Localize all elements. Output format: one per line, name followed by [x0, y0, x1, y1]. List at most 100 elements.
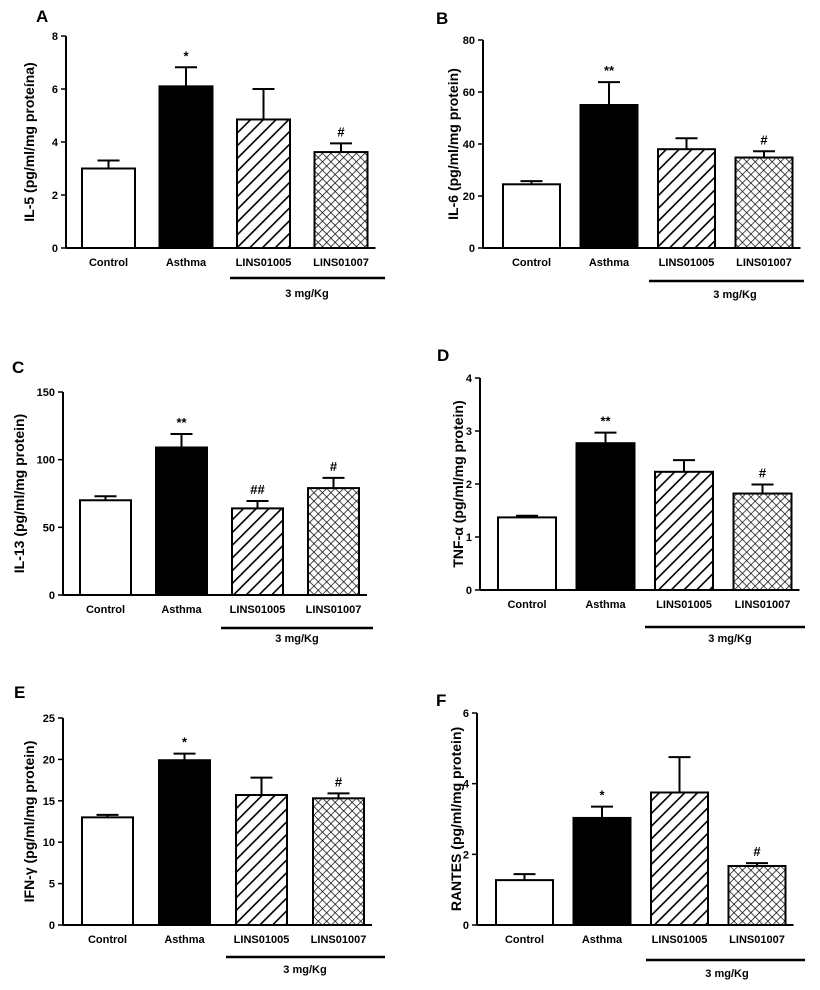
- y-tick-label: 0: [52, 243, 58, 255]
- y-tick-label: 0: [49, 920, 55, 932]
- bar-control: [81, 816, 134, 926]
- chart-panel-c: C 0 50 100 150 IL-13 (pg/ml/mg protein) Contro…: [11, 358, 373, 645]
- bar-control: [81, 167, 136, 249]
- significance-marker: #: [335, 774, 343, 789]
- category-label: LINS01007: [736, 257, 792, 269]
- category-label: Control: [89, 257, 128, 269]
- group-label: 3 mg/Kg: [285, 288, 328, 300]
- category-label: LINS01007: [729, 934, 785, 946]
- y-tick-label: 25: [43, 713, 55, 725]
- significance-marker: *: [599, 788, 605, 803]
- y-tick-label: 100: [37, 455, 55, 467]
- y-tick-label: 0: [49, 590, 55, 602]
- panel-letter: E: [14, 683, 25, 702]
- category-label: LINS01005: [656, 599, 712, 611]
- bar-lins01005: [654, 470, 714, 591]
- y-tick-label: 3: [466, 426, 472, 438]
- bar-lins01007: [307, 487, 360, 596]
- bar-asthma: [579, 104, 639, 249]
- panel-letter: D: [437, 346, 449, 365]
- category-label: Control: [505, 934, 544, 946]
- group-label: 3 mg/Kg: [283, 964, 326, 976]
- bar-asthma: [575, 442, 636, 591]
- y-axis-label: IL-6 (pg/ml/mg protein): [445, 68, 461, 220]
- y-tick-label: 4: [463, 779, 470, 791]
- significance-marker: **: [600, 414, 611, 429]
- bar-lins01007: [727, 864, 787, 927]
- y-tick-label: 1: [466, 532, 472, 544]
- significance-marker: **: [176, 415, 187, 430]
- y-tick-label: 60: [463, 87, 475, 99]
- bar-control: [497, 516, 557, 592]
- significance-marker: #: [760, 132, 768, 147]
- significance-marker: ##: [250, 482, 265, 497]
- bar-lins01007: [313, 151, 369, 250]
- panel-letter: A: [36, 7, 48, 26]
- category-label: Asthma: [166, 257, 207, 269]
- panel-letter: B: [436, 9, 448, 28]
- significance-marker: *: [182, 735, 188, 750]
- y-tick-label: 10: [43, 837, 55, 849]
- bar-asthma: [158, 85, 214, 249]
- chart-panel-a: A 0 2 4 6 8 IL-5 (pg/ml/mg proteína) Control Ast…: [21, 7, 385, 300]
- category-label: Asthma: [164, 934, 205, 946]
- significance-marker: #: [330, 459, 338, 474]
- bar-asthma: [572, 816, 632, 926]
- bar-asthma: [155, 446, 208, 596]
- category-label: LINS01007: [306, 604, 362, 616]
- bar-lins01007: [732, 492, 793, 592]
- y-axis-label: RANTES (pg/ml/mg protein): [448, 727, 464, 911]
- y-tick-label: 8: [52, 31, 58, 43]
- bar-control: [502, 183, 561, 250]
- y-tick-label: 5: [49, 879, 55, 891]
- y-tick-label: 50: [43, 522, 55, 534]
- y-tick-label: 2: [52, 190, 58, 202]
- category-label: LINS01007: [311, 934, 367, 946]
- category-label: Asthma: [589, 257, 630, 269]
- chart-panel-f: F 0 2 4 6 RANTES (pg/ml/mg protein) Control Ast…: [436, 691, 805, 980]
- category-label: LINS01005: [236, 257, 292, 269]
- bar-lins01005: [650, 791, 709, 926]
- group-label: 3 mg/Kg: [275, 633, 318, 645]
- significance-marker: #: [337, 124, 345, 139]
- y-tick-label: 20: [463, 191, 475, 203]
- significance-marker: #: [753, 844, 761, 859]
- chart-panel-e: E 0 5 10 15 20 25 IFN-γ (pg/ml/mg protein) Contr…: [14, 683, 385, 976]
- y-tick-label: 4: [466, 373, 473, 385]
- y-tick-label: 6: [52, 84, 58, 96]
- y-tick-label: 150: [37, 387, 55, 399]
- y-tick-label: 80: [463, 35, 475, 47]
- y-axis-label: IFN-γ (pg/ml/mg protein): [21, 741, 37, 903]
- chart-panel-d: D 0 1 2 3 4 TNF-α (pg/ml/mg protein) Control Ast…: [437, 346, 805, 645]
- group-label: 3 mg/Kg: [708, 633, 751, 645]
- chart-panel-b: B 0 20 40 60 80 IL-6 (pg/ml/mg protein) Control…: [436, 9, 804, 301]
- category-label: LINS01007: [735, 599, 791, 611]
- y-tick-label: 20: [43, 754, 55, 766]
- y-tick-label: 2: [463, 849, 469, 861]
- category-label: Control: [88, 934, 127, 946]
- significance-marker: *: [183, 48, 189, 63]
- panel-letter: F: [436, 691, 446, 710]
- bar-asthma: [158, 759, 211, 927]
- category-label: LINS01005: [659, 257, 715, 269]
- y-tick-label: 6: [463, 708, 469, 720]
- y-axis-label: IL-13 (pg/ml/mg protein): [11, 414, 27, 573]
- bar-lins01007: [312, 797, 365, 926]
- category-label: LINS01005: [230, 604, 286, 616]
- y-tick-label: 40: [463, 139, 475, 151]
- category-label: LINS01005: [234, 934, 290, 946]
- bar-control: [495, 879, 554, 926]
- category-label: LINS01007: [313, 257, 369, 269]
- y-tick-label: 15: [43, 796, 55, 808]
- y-axis-label: TNF-α (pg/ml/mg protein): [450, 400, 466, 567]
- group-label: 3 mg/Kg: [713, 289, 756, 301]
- bar-lins01005: [236, 118, 291, 249]
- category-label: Asthma: [161, 604, 202, 616]
- bar-lins01005: [657, 148, 716, 249]
- panel-letter: C: [12, 358, 24, 377]
- y-tick-label: 0: [466, 585, 472, 597]
- category-label: Asthma: [585, 599, 626, 611]
- y-tick-label: 2: [466, 479, 472, 491]
- y-tick-label: 0: [463, 920, 469, 932]
